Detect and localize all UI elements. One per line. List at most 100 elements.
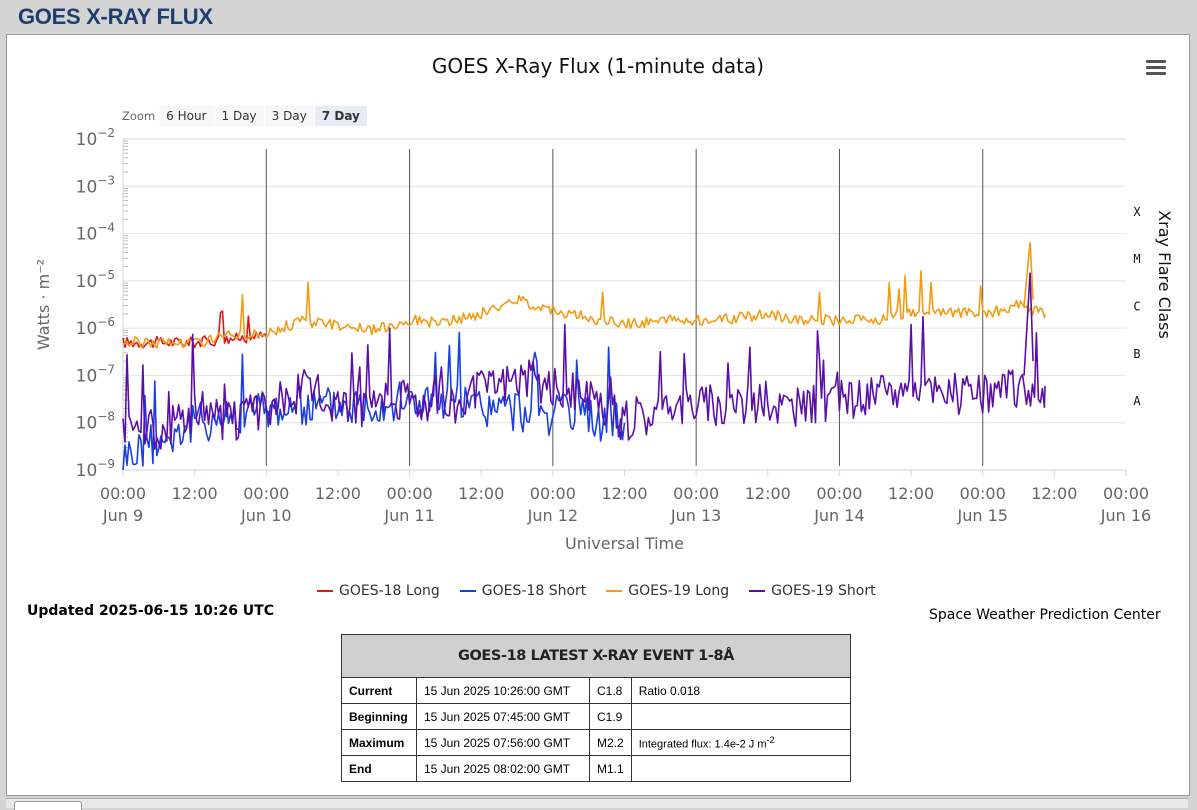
- series-line-goes-18-long: [122, 310, 267, 349]
- legend-label: GOES-18 Short: [481, 583, 587, 599]
- zoom-3-day-button[interactable]: 3 Day: [264, 106, 314, 126]
- y-tick-exponent: −3: [97, 173, 115, 187]
- event-row-extra: [630, 703, 852, 730]
- flare-class-label: B: [1133, 347, 1140, 361]
- integrated-flux-exponent: -2: [766, 734, 775, 745]
- y-tick-exponent: −8: [97, 410, 115, 424]
- y-tick-base: 10: [76, 461, 98, 481]
- x-tick-time-label: 00:00: [243, 484, 289, 503]
- legend-label: GOES-18 Long: [339, 583, 440, 599]
- event-row-time: 15 Jun 2025 07:45:00 GMT: [416, 703, 590, 730]
- credit-text: Space Weather Prediction Center: [929, 607, 1161, 623]
- flare-peak-long: [1023, 242, 1034, 306]
- series-line-goes-19-long: [122, 270, 1046, 349]
- x-tick-time-label: 12:00: [458, 484, 504, 503]
- flare-peak-short: [1023, 272, 1034, 376]
- zoom-label: Zoom: [122, 109, 156, 123]
- chart-menu-icon[interactable]: [1146, 57, 1166, 77]
- flare-class-label: C: [1133, 300, 1140, 314]
- x-tick-date-label: Jun 16: [1100, 506, 1151, 525]
- y-tick-label: 10−2: [76, 126, 115, 150]
- event-row-maximum: Maximum 15 Jun 2025 07:56:00 GMT M2.2 In…: [341, 729, 852, 756]
- x-tick-time-label: 12:00: [745, 484, 791, 503]
- y-tick-label: 10−6: [76, 315, 115, 339]
- series-line-goes-19-short: [122, 315, 1046, 450]
- updated-timestamp: Updated 2025-06-15 10:26 UTC: [27, 603, 274, 619]
- event-row-time: 15 Jun 2025 07:56:00 GMT: [416, 729, 590, 756]
- event-row-extra: Integrated flux: 1.4e-2 J m-2: [630, 729, 852, 756]
- x-tick-time-label: 00:00: [530, 484, 576, 503]
- flare-class-label: M: [1133, 252, 1140, 266]
- y2-axis-title: Xray Flare Class: [1155, 210, 1174, 339]
- x-tick-date-label: Jun 14: [813, 506, 864, 525]
- y-tick-label: 10−8: [76, 410, 115, 434]
- zoom-6-hour-button[interactable]: 6 Hour: [159, 106, 214, 126]
- zoom-control: Zoom 6 Hour 1 Day 3 Day 7 Day: [122, 104, 368, 128]
- y-tick-exponent: −9: [97, 457, 115, 471]
- event-row-class: C1.8: [589, 677, 632, 704]
- xray-flux-chart: GOES X-Ray Flux (1-minute data)10−210−31…: [34, 54, 1174, 553]
- zoom-7-day-button[interactable]: 7 Day: [314, 106, 367, 126]
- page-header: GOES X-RAY FLUX: [0, 0, 1197, 32]
- x-tick-time-label: 00:00: [387, 484, 433, 503]
- event-row-time: 15 Jun 2025 10:26:00 GMT: [416, 677, 590, 704]
- legend-swatch: [459, 590, 476, 592]
- event-row-class: M1.1: [589, 755, 632, 782]
- event-row-class: M2.2: [589, 729, 632, 756]
- x-tick-time-label: 12:00: [1031, 484, 1077, 503]
- legend-swatch: [606, 590, 623, 592]
- bottom-tab[interactable]: [14, 801, 82, 810]
- event-row-end: End 15 Jun 2025 08:02:00 GMT M1.1: [341, 755, 852, 782]
- x-tick-time-label: 12:00: [315, 484, 361, 503]
- y-tick-label: 10−9: [76, 457, 115, 481]
- y-tick-base: 10: [76, 177, 98, 197]
- x-tick-date-label: Jun 13: [670, 506, 721, 525]
- latest-event-table: GOES-18 LATEST X-RAY EVENT 1-8Å Current …: [341, 634, 852, 782]
- y-tick-exponent: −5: [97, 268, 115, 282]
- zoom-1-day-button[interactable]: 1 Day: [214, 106, 264, 126]
- y-tick-exponent: −7: [97, 362, 115, 376]
- legend-swatch: [317, 590, 333, 592]
- event-table-header-row: GOES-18 LATEST X-RAY EVENT 1-8Å: [341, 634, 851, 678]
- event-row-label: Maximum: [341, 729, 417, 756]
- event-row-label: End: [341, 755, 417, 782]
- event-row-current: Current 15 Jun 2025 10:26:00 GMT C1.8 Ra…: [341, 677, 852, 704]
- x-tick-time-label: 00:00: [1103, 484, 1149, 503]
- event-row-label: Beginning: [341, 703, 417, 730]
- legend-item-goes19-long[interactable]: GOES-19 Long: [606, 583, 729, 599]
- y-tick-exponent: −6: [97, 315, 115, 329]
- y-tick-base: 10: [76, 130, 98, 150]
- x-tick-time-label: 00:00: [673, 484, 719, 503]
- integrated-flux-text: Integrated flux: 1.4e-2 J m: [638, 738, 767, 751]
- y-tick-exponent: −4: [97, 221, 115, 235]
- y-tick-base: 10: [76, 366, 98, 386]
- y-axis-title: Watts · m⁻²: [34, 259, 53, 350]
- event-row-class: C1.9: [589, 703, 632, 730]
- event-table-title: GOES-18 LATEST X-RAY EVENT 1-8Å: [341, 634, 851, 678]
- chart-legend: GOES-18 Long GOES-18 Short GOES-19 Long …: [317, 583, 896, 599]
- y-tick-base: 10: [76, 414, 98, 434]
- x-tick-time-label: 12:00: [888, 484, 934, 503]
- y-tick-base: 10: [76, 272, 98, 292]
- x-tick-time-label: 12:00: [172, 484, 218, 503]
- y-tick-base: 10: [76, 225, 98, 245]
- x-tick-date-label: Jun 12: [527, 506, 578, 525]
- chart-panel: GOES X-Ray Flux (1-minute data) 10−2 10−3 1…: [6, 34, 1190, 796]
- flare-class-label: X: [1133, 205, 1141, 219]
- y-tick-label: 10−5: [76, 268, 115, 292]
- flare-class-label: A: [1133, 394, 1141, 408]
- chart-title: GOES X-Ray Flux (1-minute data): [432, 54, 764, 78]
- event-row-extra: Ratio 0.018: [630, 677, 852, 704]
- x-tick-time-label: 12:00: [601, 484, 647, 503]
- legend-item-goes19-short[interactable]: GOES-19 Short: [749, 583, 876, 599]
- x-tick-date-label: Jun 11: [383, 506, 434, 525]
- legend-swatch: [749, 590, 766, 592]
- legend-item-goes18-long[interactable]: GOES-18 Long: [317, 583, 440, 599]
- x-tick-time-label: 00:00: [960, 484, 1006, 503]
- x-tick-time-label: 00:00: [100, 484, 146, 503]
- legend-label: GOES-19 Short: [771, 583, 876, 599]
- event-row-time: 15 Jun 2025 08:02:00 GMT: [416, 755, 590, 782]
- event-row-label: Current: [341, 677, 417, 704]
- x-tick-date-label: Jun 15: [956, 506, 1007, 525]
- legend-item-goes18-short[interactable]: GOES-18 Short: [459, 583, 587, 599]
